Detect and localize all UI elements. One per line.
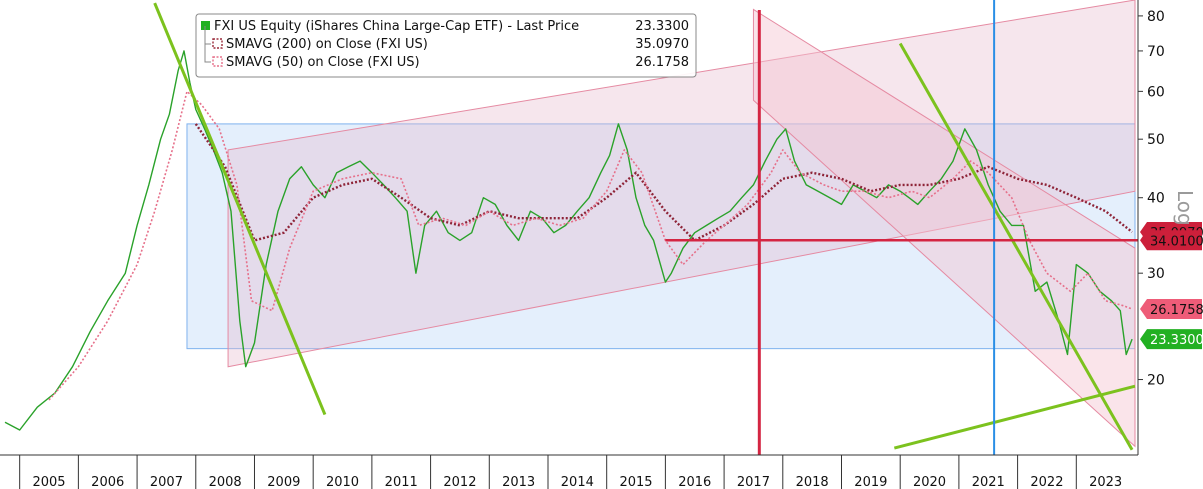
x-tick-label: 2007: [150, 475, 183, 489]
trendline-2007: [153, 2, 327, 416]
x-tick-label: 2021: [972, 475, 1005, 489]
price-marker: 23.3300: [1140, 329, 1203, 350]
price-marker: 34.0100: [1140, 230, 1203, 251]
annotation-lines: [153, 0, 1138, 455]
y-tick-label: 50: [1147, 132, 1165, 148]
price-marker-label: 26.1758: [1150, 303, 1203, 318]
x-tick-label: 2020: [913, 475, 946, 489]
y-tick-label: 70: [1147, 44, 1165, 60]
trendline-2020: [898, 42, 1134, 451]
x-tick-label: 2022: [1030, 475, 1063, 489]
x-tick-label: 2017: [737, 475, 770, 489]
legend-entry-label: FXI US Equity (iShares China Large-Cap E…: [214, 19, 579, 34]
x-tick-label: 2015: [619, 475, 652, 489]
scale-label: Log: [1173, 190, 1197, 226]
legend-swatch: [212, 56, 223, 67]
legend-entry-value: 23.3300: [635, 19, 689, 34]
trendline-support: [893, 384, 1136, 450]
series-smavg-200: [194, 123, 1133, 242]
price-marker-tag: [1140, 230, 1202, 251]
y-tick-label: 80: [1147, 9, 1165, 25]
y-tick-label: 60: [1147, 84, 1165, 100]
x-tick-label: 2006: [91, 475, 124, 489]
x-tick-label: 2011: [385, 475, 418, 489]
series-smavg-50: [48, 90, 1133, 401]
annotation-shapes: [186, 0, 1136, 448]
x-tick-label: 2018: [796, 475, 829, 489]
legend-swatch: [212, 38, 223, 49]
legend-box: [195, 13, 697, 78]
series-layer: [4, 50, 1133, 431]
legend-swatch: [201, 21, 210, 30]
series-price: [4, 50, 1133, 431]
y-tick-label: 40: [1147, 191, 1165, 207]
x-tick-label: 2019: [854, 475, 887, 489]
price-marker-tag: [1140, 298, 1202, 319]
x-tick-label: 2012: [443, 475, 476, 489]
price-marker-label: 23.3300: [1150, 333, 1203, 348]
y-tick-label: 20: [1147, 373, 1165, 389]
price-marker: 26.1758: [1140, 298, 1203, 319]
x-tick-label: 2023: [1089, 475, 1122, 489]
x-tick-label: 2009: [267, 475, 300, 489]
rising-channel: [227, 0, 1136, 368]
price-marker-label: 34.0100: [1150, 234, 1203, 249]
x-tick-label: 2010: [326, 475, 359, 489]
falling-channel: [752, 8, 1136, 448]
legend-entry-label: SMAVG (200) on Close (FXI US): [226, 37, 428, 52]
legend-entry-value: 35.0970: [635, 37, 689, 52]
legend-entry-label: SMAVG (50) on Close (FXI US): [226, 55, 420, 70]
legend-entry-value: 26.1758: [635, 55, 689, 70]
x-tick-label: 2014: [561, 475, 594, 489]
y-axis: 20 30 40 50 60 70 80: [1137, 0, 1165, 455]
price-marker-tag: [1140, 329, 1202, 350]
x-tick-label: 2005: [32, 475, 65, 489]
x-tick-label: 2008: [209, 475, 242, 489]
legend-connector: [204, 44, 211, 63]
x-tick-label: 2013: [502, 475, 535, 489]
range-box: [186, 123, 1136, 350]
x-tick-label: 2016: [678, 475, 711, 489]
x-axis: 2005 2006 2007 2008 2009 2010 2011 2012 2013 2014…: [0, 454, 1138, 489]
legend: FXI US Equity (iShares China Large-Cap E…: [195, 13, 697, 78]
y-tick-label: 30: [1147, 266, 1165, 282]
